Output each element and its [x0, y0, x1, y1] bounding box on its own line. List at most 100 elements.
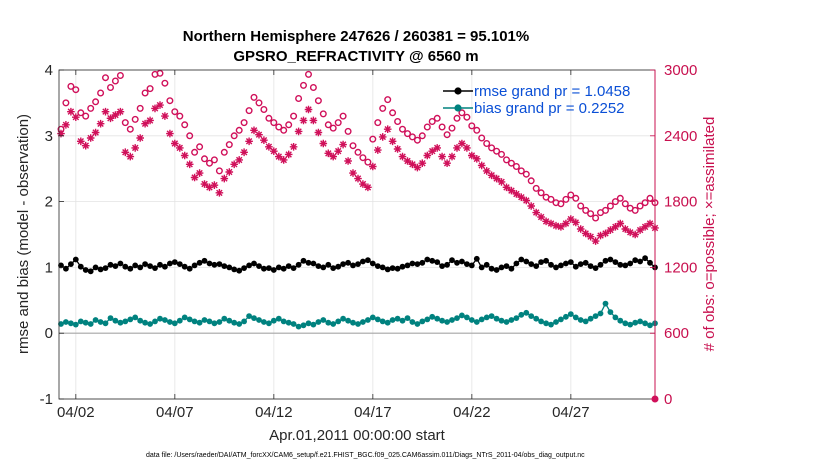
possible-point: [359, 154, 367, 162]
assimilated-point: [220, 174, 229, 183]
assimilated-point: [517, 193, 526, 201]
bias-point: [449, 317, 455, 323]
assimilated-point: [339, 140, 347, 149]
y-axis-label-right: # of obs: o=possible; ×=assimilated: [701, 117, 718, 352]
possible-point: [389, 109, 397, 117]
y-right-axis-end-marker: [651, 395, 659, 403]
rmse-point: [335, 263, 342, 270]
rmse-point: [171, 259, 178, 265]
bias-point: [597, 310, 604, 317]
possible-point: [334, 119, 342, 127]
rmse-point: [518, 256, 525, 263]
bias-point: [340, 315, 346, 322]
rmse-point: [498, 264, 505, 271]
x-tick-label: 04/17: [354, 404, 392, 421]
possible-point: [205, 159, 213, 167]
possible-point: [240, 119, 248, 127]
bias-point: [142, 319, 149, 326]
possible-point: [344, 127, 352, 135]
possible-point: [280, 126, 288, 134]
y-right-tick-label: 2400: [664, 128, 697, 145]
assimilated-point: [245, 137, 253, 146]
bias-point: [627, 321, 634, 328]
bias-point: [231, 319, 238, 326]
assimilated-point: [329, 152, 337, 161]
rmse-point: [196, 259, 203, 266]
rmse-point: [607, 256, 614, 263]
possible-point: [235, 126, 243, 134]
possible-point: [200, 155, 208, 163]
possible-point: [97, 89, 105, 97]
possible-point: [384, 96, 392, 104]
bias-point: [607, 309, 614, 315]
assimilated-point: [230, 160, 238, 169]
rmse-point: [97, 266, 104, 273]
rmse-point: [523, 258, 530, 265]
bias-point: [399, 317, 406, 324]
bias-point: [533, 315, 540, 322]
rmse-point: [77, 263, 84, 270]
possible-point: [587, 210, 595, 218]
assimilated-point: [166, 129, 174, 138]
possible-point: [448, 124, 456, 132]
bias-point: [137, 317, 144, 324]
possible-point: [399, 125, 407, 133]
possible-point: [418, 132, 426, 140]
possible-point: [428, 117, 436, 125]
rmse-point: [102, 265, 109, 271]
chart-title-line2: GPSRO_REFRACTIVITY @ 6560 m: [233, 48, 478, 65]
assimilated-point: [408, 160, 417, 169]
possible-point: [463, 113, 471, 121]
assimilated-point: [354, 174, 362, 183]
possible-point: [131, 115, 139, 123]
possible-point: [512, 162, 520, 170]
possible-point: [616, 194, 624, 202]
assimilated-point: [463, 144, 471, 152]
assimilated-point: [418, 159, 427, 167]
rmse-point: [632, 257, 639, 264]
rmse-point: [642, 255, 648, 262]
rmse-point: [587, 263, 594, 269]
assimilated-point: [77, 137, 85, 146]
bias-point: [503, 319, 510, 325]
assimilated-point: [369, 162, 377, 171]
rmse-point: [191, 262, 198, 269]
assimilated-point: [156, 101, 164, 109]
bias-point: [201, 317, 208, 323]
rmse-point: [617, 261, 624, 268]
bias-point: [468, 317, 475, 323]
assimilated-point: [646, 219, 654, 228]
bias-point: [444, 319, 450, 325]
assimilated-point: [349, 169, 357, 177]
bias-point: [112, 317, 119, 324]
bias-point: [429, 313, 436, 320]
y-axis-right: 0 600 1200 1800 2400 3000: [650, 62, 697, 408]
possible-point: [230, 132, 238, 140]
possible-point: [181, 121, 189, 129]
legend-marker-bias: [454, 104, 462, 112]
possible-point: [106, 83, 114, 91]
possible-point: [260, 105, 268, 113]
rmse-point: [503, 263, 510, 269]
assimilated-point: [572, 218, 580, 227]
rmse-point: [132, 262, 139, 269]
assimilated-point: [136, 134, 144, 142]
assimilated-point: [497, 178, 506, 186]
bias-point: [459, 312, 465, 319]
rmse-point: [508, 265, 515, 272]
assimilated-point: [131, 144, 139, 152]
bias-point: [350, 319, 356, 326]
assimilated-point: [62, 121, 70, 129]
bias-point: [478, 316, 485, 323]
bias-point: [127, 316, 134, 323]
bias-point: [577, 317, 584, 323]
x-tick-label: 04/22: [453, 404, 491, 421]
bias-point: [335, 318, 342, 325]
rmse-point: [434, 259, 441, 265]
assimilated-point: [344, 157, 352, 165]
bias-point: [97, 319, 104, 325]
bias-point: [567, 311, 574, 317]
bias-point: [602, 300, 609, 307]
bias-point: [424, 316, 431, 323]
